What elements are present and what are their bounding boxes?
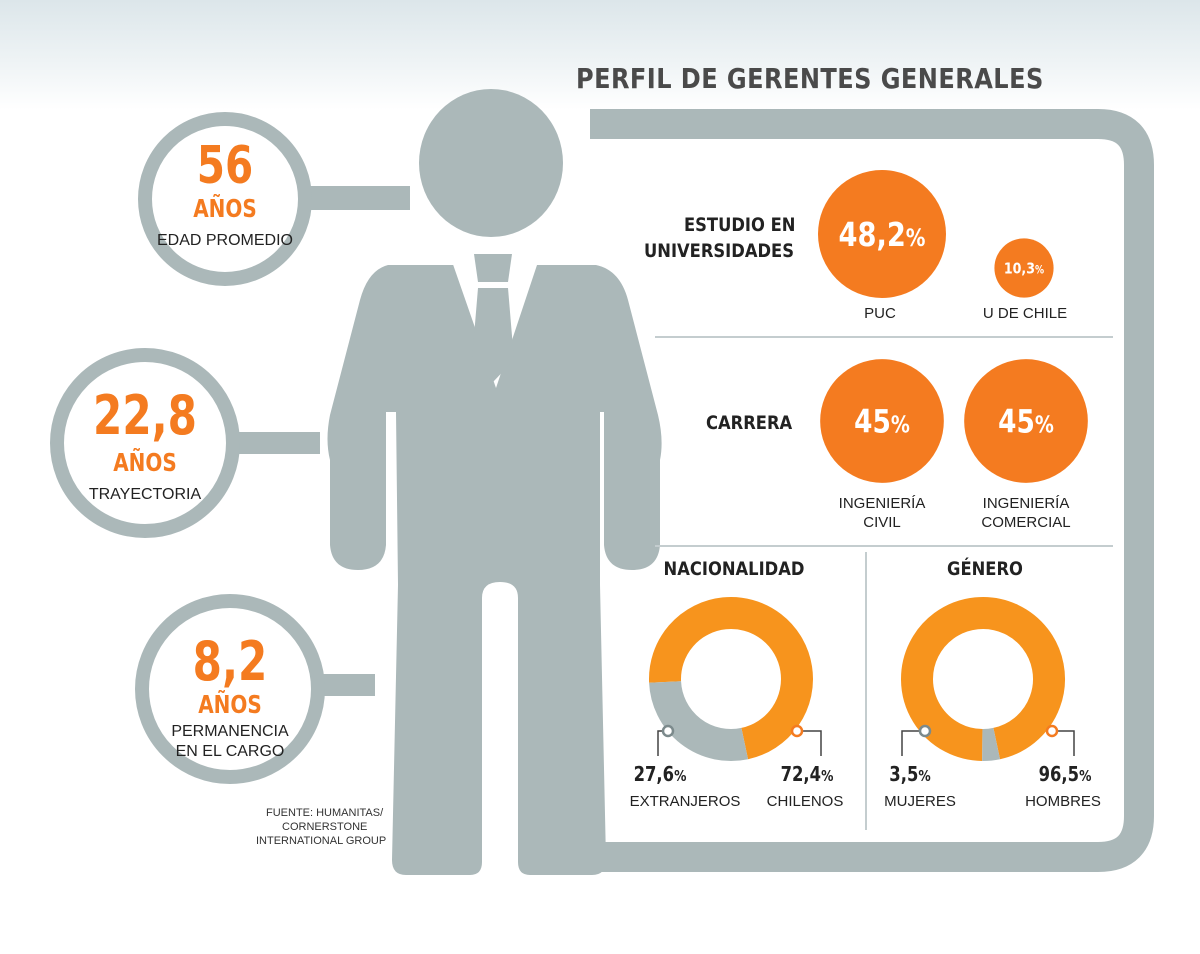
ring-tenure	[135, 594, 325, 784]
career-label-comercial-line-2: COMERCIAL	[981, 514, 1071, 531]
percent-circles: 48,2%10,3%45% 45%	[818, 170, 1088, 483]
stat-tenure-label-line-2: EN EL CARGO	[175, 743, 285, 760]
nationality-value-extranjeros-number: 27,6	[633, 762, 675, 786]
career-circle-ingenier-a-civil	[820, 359, 944, 483]
gender-label-mujeres: MUJERES	[884, 793, 956, 810]
gender-segment-hombres	[901, 597, 1065, 761]
ring-career	[50, 348, 240, 538]
percent-sign: %	[1079, 767, 1092, 785]
nationality-callout-dot	[661, 724, 675, 738]
stat-tenure-label-line-1: PERMANENCIA	[171, 723, 289, 740]
gender-callout-dot	[918, 724, 932, 738]
nationality-value-chilenos: 72,4%	[766, 762, 848, 786]
percent-sign: %	[918, 767, 931, 785]
career-label-comercial-line-1: INGENIERÍA	[982, 495, 1070, 512]
gender-value-hombres: 96,5%	[1024, 762, 1106, 786]
connector-tenure	[315, 674, 375, 696]
ring-age	[138, 112, 312, 286]
gender-title: GÉNERO	[947, 558, 1023, 580]
career-title: CARRERA	[706, 412, 793, 434]
university-value-u-de-chile: 10,3%	[1004, 260, 1044, 277]
percent-sign: %	[891, 411, 910, 438]
stat-career-value: 22,8	[93, 384, 197, 447]
percent-sign: %	[821, 767, 834, 785]
tie	[472, 288, 514, 382]
gender-segment-mujeres	[982, 727, 1001, 761]
university-circle-u-de-chile	[994, 238, 1054, 298]
gender-value-mujeres-number: 3,5	[889, 762, 919, 786]
stat-career-label: TRAYECTORIA	[88, 486, 202, 503]
figure-head	[419, 89, 563, 237]
university-label-uchile: U DE CHILE	[982, 305, 1068, 322]
career-label-civil-line-2: CIVIL	[863, 514, 901, 531]
universities-title-line-2: UNIVERSIDADES	[644, 240, 794, 262]
nationality-callout-line	[797, 730, 822, 756]
source-line-1: FUENTE: HUMANITAS/	[266, 807, 384, 819]
gender-value-mujeres: 3,5%	[869, 762, 951, 786]
stat-age-unit: AÑOS	[193, 194, 257, 223]
gender-callout-dot	[1045, 724, 1059, 738]
page-title: PERFIL DE GERENTES GENERALES	[576, 62, 1044, 95]
nationality-segment-extranjeros	[649, 680, 749, 761]
nationality-segment-chilenos	[649, 597, 813, 760]
percent-sign: %	[674, 767, 687, 785]
donut-charts	[649, 597, 1075, 761]
nationality-callout-dot	[790, 724, 804, 738]
career-label-civil-line-1: INGENIERÍA	[838, 495, 926, 512]
university-circle-puc	[818, 170, 946, 298]
career-value-ingenier-a-comercial: 45%	[998, 403, 1054, 440]
nationality-title: NACIONALIDAD	[663, 558, 805, 580]
nationality-value-chilenos-number: 72,4	[780, 762, 822, 786]
header-band	[0, 0, 1200, 110]
businessman-figure	[327, 89, 662, 875]
stat-age-value: 56	[196, 136, 254, 196]
frame-border	[590, 109, 1154, 872]
stat-career-unit: AÑOS	[113, 448, 177, 477]
percent-sign: %	[1035, 265, 1044, 277]
tie-knot	[474, 254, 512, 282]
connector-career	[235, 432, 320, 454]
connector-age	[310, 186, 410, 210]
stat-age-label: EDAD PROMEDIO	[156, 232, 293, 249]
nationality-label-extranjeros: EXTRANJEROS	[629, 793, 741, 810]
percent-sign: %	[1035, 411, 1054, 438]
university-label-puc: PUC	[864, 305, 896, 322]
gender-callout-line	[1052, 730, 1075, 756]
stat-tenure-value: 8,2	[192, 630, 268, 693]
figure-body	[327, 265, 662, 875]
source-line-3: INTERNATIONAL GROUP	[256, 835, 387, 847]
percent-sign: %	[906, 225, 926, 252]
gender-value-hombres-number: 96,5	[1038, 762, 1080, 786]
source-line-2: CORNERSTONE	[282, 821, 368, 833]
career-circle-ingenier-a-comercial	[964, 359, 1088, 483]
universities-title-line-1: ESTUDIO EN	[684, 214, 796, 236]
gender-label-hombres: HOMBRES	[1025, 793, 1101, 810]
nationality-label-chilenos: CHILENOS	[766, 793, 844, 810]
nationality-value-extranjeros: 27,6%	[619, 762, 701, 786]
stat-tenure-unit: AÑOS	[198, 690, 262, 719]
gender-callout-line	[901, 730, 925, 756]
